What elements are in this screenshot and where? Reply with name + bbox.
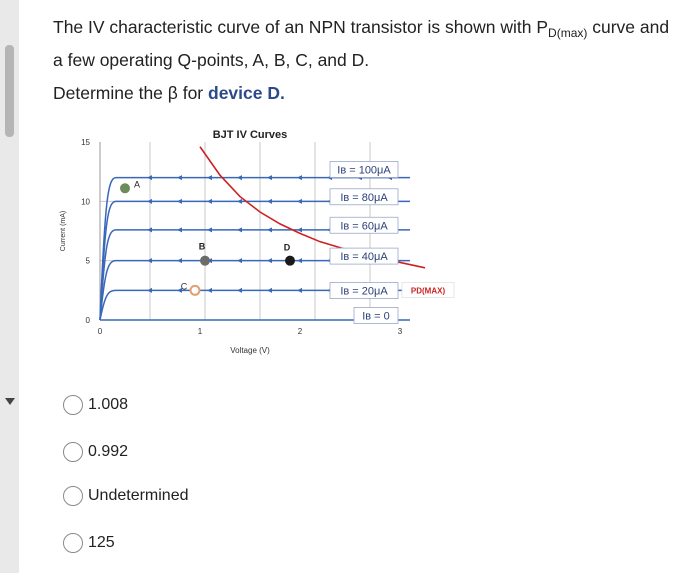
curve-marker	[267, 175, 272, 181]
curve-marker	[147, 175, 152, 181]
curve-label-box	[329, 282, 399, 299]
curve-label-box	[329, 188, 399, 206]
curve-label: Iʙ = 80μA	[340, 192, 388, 204]
curve-marker	[177, 175, 182, 181]
radio-button[interactable]	[63, 486, 83, 506]
q-point-label-b: B	[199, 242, 206, 252]
pdmax-label: PD(MAX)	[411, 286, 446, 295]
answer-option-2[interactable]: 0.992	[63, 437, 128, 467]
curve-marker	[297, 198, 302, 204]
curve-marker	[237, 227, 242, 233]
curve-marker	[147, 227, 152, 233]
scroll-down-arrow-icon[interactable]	[5, 398, 15, 405]
q-point-c	[189, 284, 201, 296]
y-tick-label: 0	[86, 316, 91, 325]
curve-label-box	[329, 247, 399, 265]
curve-label-box	[329, 161, 399, 178]
radio-button[interactable]	[63, 442, 83, 462]
pdmax-subscript: D(max)	[548, 26, 588, 40]
curve-label-box	[353, 307, 399, 324]
curve-marker	[297, 227, 302, 233]
curve-label: Iʙ = 0	[362, 310, 390, 322]
question-prompt: Determine the β for device D.	[53, 83, 285, 104]
x-tick-label: 1	[198, 327, 203, 336]
curve-marker	[207, 175, 212, 181]
curve-marker	[297, 175, 302, 181]
prompt-device: device D.	[208, 83, 285, 103]
question-text-part: The IV characteristic curve of an NPN tr…	[53, 17, 549, 37]
curve-label: Iʙ = 40μA	[340, 251, 388, 263]
q-point-d	[285, 255, 295, 266]
curve-marker	[147, 258, 152, 264]
pdmax-label-box	[401, 282, 455, 298]
curve-label: Iʙ = 100μA	[337, 164, 391, 176]
option-label: 125	[88, 534, 115, 551]
q-point-label-c: C	[181, 281, 188, 291]
y-tick-label: 5	[86, 257, 91, 266]
curve-marker	[237, 258, 242, 264]
chart-title: BJT IV Curves	[213, 129, 288, 141]
scrollbar-thumb[interactable]	[5, 45, 14, 137]
answer-option-1[interactable]: 1.008	[63, 390, 128, 420]
radio-button[interactable]	[63, 533, 83, 553]
answer-option-4[interactable]: 125	[63, 528, 115, 558]
x-tick-label: 3	[398, 327, 403, 336]
curve-marker	[267, 287, 272, 293]
answer-option-3[interactable]: Undetermined	[63, 481, 189, 511]
curve-marker	[267, 258, 272, 264]
x-axis-label: Voltage (V)	[230, 346, 270, 355]
curve-marker	[237, 198, 242, 204]
curve-marker	[267, 227, 272, 233]
curve-marker	[177, 287, 182, 293]
curve-marker	[237, 287, 242, 293]
q-point-b	[200, 255, 210, 266]
curve-marker	[147, 198, 152, 204]
option-label: 0.992	[88, 443, 129, 460]
question-text: The IV characteristic curve of an NPN tr…	[53, 14, 683, 74]
q-point-label-a: A	[134, 179, 140, 189]
left-scrollbar[interactable]	[0, 0, 19, 573]
curve-marker	[297, 258, 302, 264]
radio-button[interactable]	[63, 395, 83, 415]
curve-marker	[207, 227, 212, 233]
question-text-part: curve and a few operating Q-points, A, B…	[53, 17, 670, 70]
prompt-text: Determine the β for	[53, 83, 208, 103]
curve-marker	[177, 198, 182, 204]
curve-label: Iʙ = 60μA	[340, 220, 388, 232]
curve-marker	[147, 287, 152, 293]
curve-label-box	[329, 216, 399, 234]
y-tick-label: 15	[81, 138, 90, 147]
y-axis-label: Current (mA)	[60, 211, 67, 251]
curve-marker	[297, 287, 302, 293]
curve-marker	[177, 258, 182, 264]
curve-label: Iʙ = 20μA	[340, 286, 388, 298]
option-label: Undetermined	[88, 487, 189, 504]
q-point-label-d: D	[284, 243, 291, 253]
curve-marker	[267, 198, 272, 204]
x-tick-label: 2	[298, 327, 303, 336]
ib-curve	[99, 259, 410, 321]
curve-marker	[207, 198, 212, 204]
curve-marker	[237, 175, 242, 181]
bjt-iv-chart: BJT IV Curves 0 5 10 15 0 1 2 3 Current (mA) Volta…	[60, 129, 455, 355]
ib-curve	[99, 229, 410, 321]
y-tick-label: 10	[81, 197, 90, 206]
q-point-a	[120, 183, 130, 194]
ib-curve	[99, 289, 410, 321]
x-tick-label: 0	[98, 327, 103, 336]
curve-marker	[177, 227, 182, 233]
curve-marker	[207, 287, 212, 293]
option-label: 1.008	[88, 396, 129, 413]
